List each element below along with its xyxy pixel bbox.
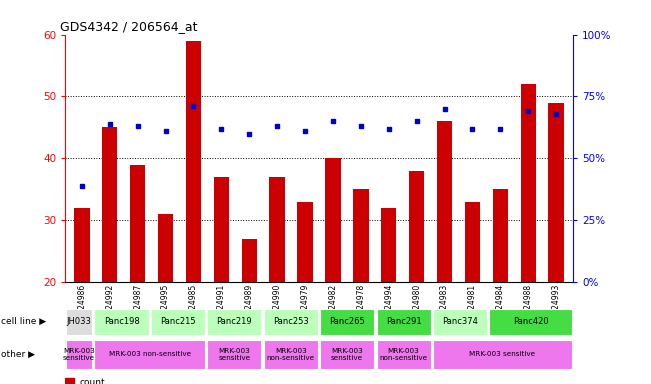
Text: GDS4342 / 206564_at: GDS4342 / 206564_at bbox=[60, 20, 197, 33]
Text: MRK-003
sensitive: MRK-003 sensitive bbox=[63, 348, 95, 361]
Bar bbox=[521, 84, 536, 282]
Text: MRK-003
sensitive: MRK-003 sensitive bbox=[331, 348, 363, 361]
Text: count: count bbox=[79, 378, 105, 384]
Text: MRK-003
non-sensitive: MRK-003 non-sensitive bbox=[267, 348, 315, 361]
Text: Panc374: Panc374 bbox=[442, 317, 478, 326]
Text: MRK-003 non-sensitive: MRK-003 non-sensitive bbox=[109, 351, 191, 357]
Bar bbox=[264, 339, 318, 369]
Bar bbox=[94, 309, 148, 334]
Text: MRK-003 sensitive: MRK-003 sensitive bbox=[469, 351, 535, 357]
Text: Panc219: Panc219 bbox=[217, 317, 252, 326]
Bar bbox=[320, 309, 374, 334]
Bar bbox=[270, 177, 284, 282]
Bar bbox=[433, 339, 572, 369]
Bar bbox=[326, 158, 340, 282]
Bar bbox=[207, 339, 262, 369]
Bar bbox=[74, 208, 90, 282]
Bar bbox=[94, 339, 205, 369]
Bar bbox=[433, 309, 487, 334]
Text: cell line ▶: cell line ▶ bbox=[1, 317, 46, 326]
Text: Panc198: Panc198 bbox=[104, 317, 139, 326]
Bar bbox=[65, 378, 74, 384]
Bar bbox=[409, 171, 424, 282]
Text: Panc265: Panc265 bbox=[329, 317, 365, 326]
Bar bbox=[320, 339, 374, 369]
Bar bbox=[376, 309, 431, 334]
Text: Panc253: Panc253 bbox=[273, 317, 309, 326]
Bar bbox=[298, 202, 312, 282]
Bar bbox=[214, 177, 229, 282]
Bar bbox=[151, 309, 205, 334]
Text: Panc420: Panc420 bbox=[513, 317, 548, 326]
Text: Panc215: Panc215 bbox=[160, 317, 196, 326]
Bar bbox=[207, 309, 262, 334]
Bar bbox=[376, 339, 431, 369]
Bar bbox=[66, 309, 92, 334]
Bar bbox=[158, 214, 173, 282]
Text: Panc291: Panc291 bbox=[386, 317, 421, 326]
Bar bbox=[186, 41, 201, 282]
Bar bbox=[465, 202, 480, 282]
Bar bbox=[353, 189, 368, 282]
Bar bbox=[437, 121, 452, 282]
Text: MRK-003
sensitive: MRK-003 sensitive bbox=[218, 348, 251, 361]
Text: JH033: JH033 bbox=[67, 317, 92, 326]
Text: other ▶: other ▶ bbox=[1, 350, 35, 359]
Bar bbox=[490, 309, 572, 334]
Bar bbox=[493, 189, 508, 282]
Bar bbox=[242, 239, 257, 282]
Bar bbox=[102, 127, 117, 282]
Bar bbox=[264, 309, 318, 334]
Bar bbox=[66, 339, 92, 369]
Text: MRK-003
non-sensitive: MRK-003 non-sensitive bbox=[380, 348, 428, 361]
Bar bbox=[130, 165, 145, 282]
Bar bbox=[548, 103, 564, 282]
Bar bbox=[381, 208, 396, 282]
